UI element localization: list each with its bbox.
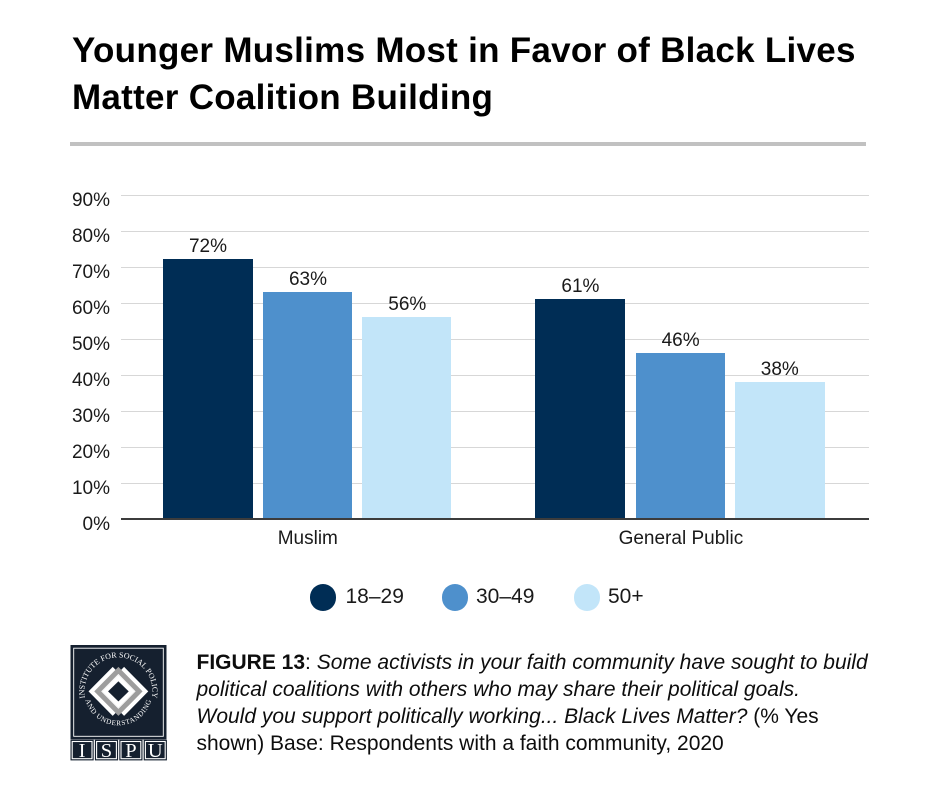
svg-text:P: P	[125, 740, 136, 762]
svg-text:U: U	[148, 740, 163, 762]
svg-text:I: I	[79, 740, 86, 762]
svg-text:S: S	[101, 740, 112, 762]
